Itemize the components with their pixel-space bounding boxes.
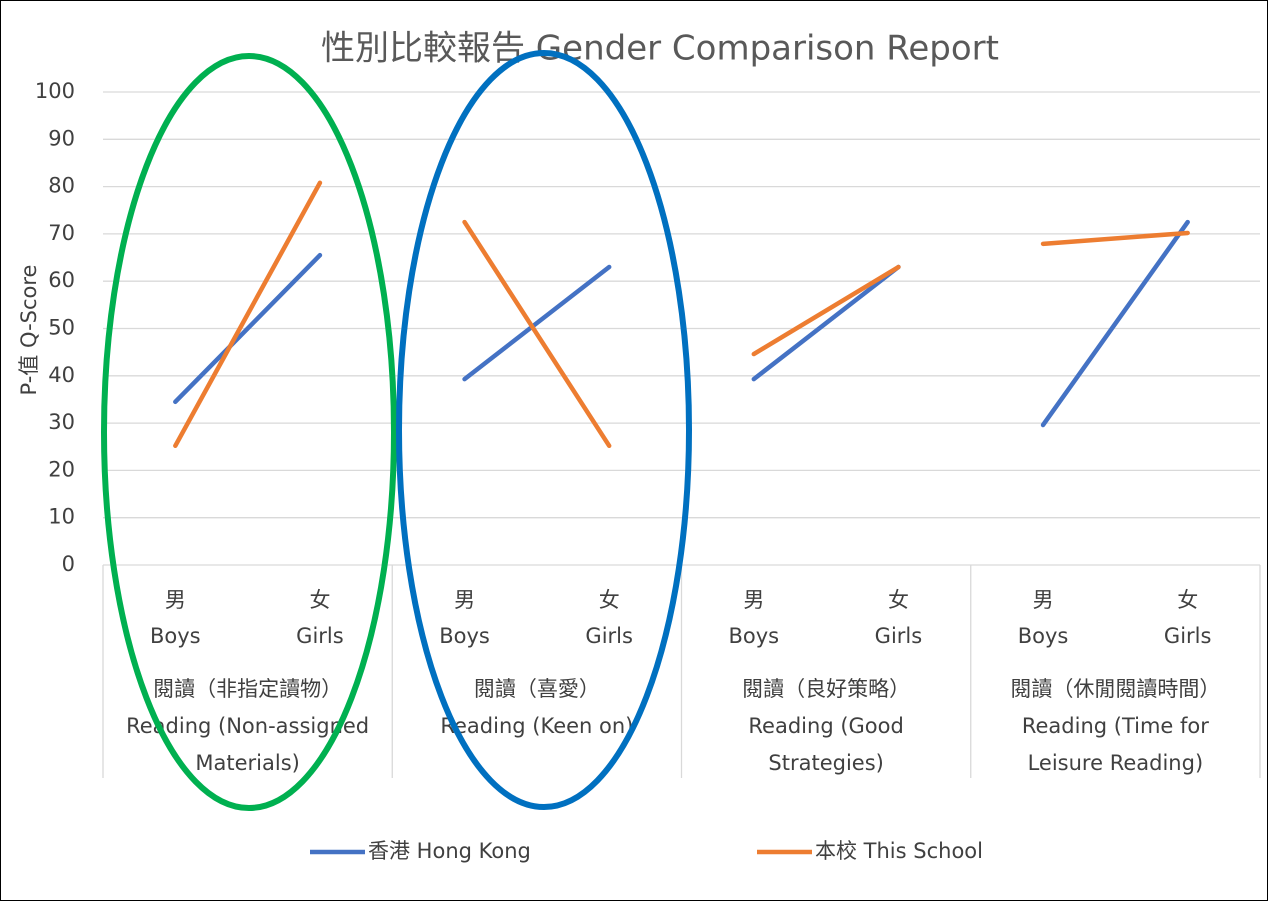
series-line — [1040, 230, 1190, 247]
y-axis-label: P-值 Q-Score — [17, 265, 41, 396]
group-label: Strategies) — [768, 751, 883, 775]
group-label: 閱讀（非指定讀物） — [153, 677, 342, 701]
series-line — [173, 252, 323, 405]
series-line — [462, 219, 612, 449]
y-tick-label: 90 — [48, 126, 75, 150]
series-line — [173, 180, 323, 449]
highlight-ellipse — [396, 50, 692, 810]
x-tick-label: 女 — [599, 588, 620, 612]
x-tick-label: 女 — [1177, 588, 1198, 612]
group-label: 閱讀（休閒閱讀時間） — [1010, 677, 1220, 701]
x-tick-label: 女 — [888, 588, 909, 612]
chart-title: 性別比較報告 Gender Comparison Report — [321, 29, 999, 69]
y-tick-label: 60 — [48, 268, 75, 292]
y-tick-label: 80 — [48, 174, 75, 198]
x-tick-label: Girls — [296, 624, 344, 648]
series-line — [751, 264, 901, 382]
y-tick-label: 70 — [48, 221, 75, 245]
x-tick-label: Boys — [1018, 624, 1069, 648]
x-tick-label: Boys — [150, 624, 201, 648]
x-tick-label: Boys — [439, 624, 490, 648]
x-tick-label: 男 — [454, 588, 475, 612]
legend-label: 本校 This School — [815, 839, 983, 863]
y-tick-label: 30 — [48, 410, 75, 434]
x-tick-label: Girls — [585, 624, 633, 648]
y-tick-label: 10 — [48, 505, 75, 529]
x-tick-label: 男 — [165, 588, 186, 612]
y-tick-label: 20 — [48, 457, 75, 481]
y-tick-label: 100 — [35, 79, 75, 103]
group-label: 閱讀（喜愛） — [474, 677, 600, 701]
x-tick-label: Girls — [875, 624, 923, 648]
x-tick-label: 男 — [1033, 588, 1054, 612]
y-tick-label: 0 — [62, 552, 75, 576]
x-tick-label: Girls — [1164, 624, 1212, 648]
highlight-ellipse — [101, 53, 397, 811]
group-label: Reading (Non-assigned — [126, 714, 369, 738]
x-tick-label: Boys — [729, 624, 780, 648]
y-tick-label: 50 — [48, 316, 75, 340]
group-label: Reading (Time for — [1022, 714, 1209, 738]
group-label: Reading (Keen on) — [440, 714, 633, 738]
y-tick-label: 40 — [48, 363, 75, 387]
x-tick-label: 女 — [309, 588, 330, 612]
group-label: Materials) — [195, 751, 299, 775]
plot: 0 10 20 30 40 50 60 70 80 90 100 男 Boys 女 Girls 閱讀（非指定讀… — [35, 79, 1261, 778]
series-line — [1040, 219, 1190, 428]
group-label: Reading (Good — [748, 714, 903, 738]
group-label: 閱讀（良好策略） — [742, 677, 910, 701]
x-tick-label: 男 — [743, 588, 764, 612]
series-line — [751, 264, 901, 357]
group-label: Leisure Reading) — [1028, 751, 1204, 775]
legend-label: 香港 Hong Kong — [368, 839, 531, 863]
series-line — [462, 264, 612, 382]
